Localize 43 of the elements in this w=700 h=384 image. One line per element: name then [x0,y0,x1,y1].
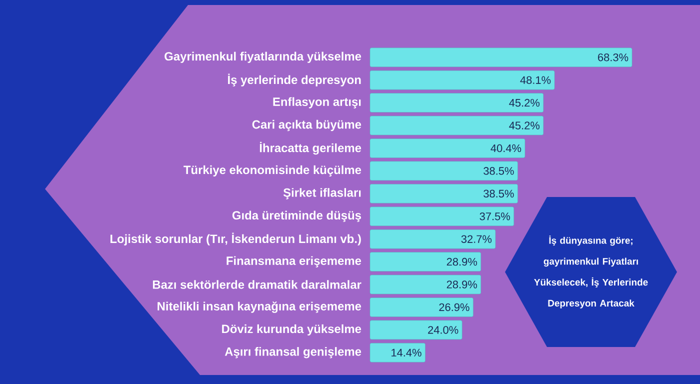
bar [370,138,526,158]
y-tick-label: Döviz kurunda yükselme [222,324,362,336]
data-label: 24.0% [428,326,458,334]
bar [370,70,555,90]
data-label: 14.4% [392,348,422,356]
y-tick-label: Şirket iflasları [283,188,361,200]
y-tick-label: İş yerlerinde depresyon [228,74,361,86]
y-tick-label: Gıda üretiminde düşüş [232,210,361,222]
data-label: 26.9% [439,303,470,312]
data-label: 32.7% [461,235,492,243]
data-label: 45.2% [509,98,540,107]
y-tick-label: Türkiye ekonomisinde küçülme [184,165,362,177]
data-label: 28.9% [446,280,477,288]
bar [370,252,482,272]
data-label: 68.3% [598,53,628,62]
bar [370,184,518,204]
bar [370,274,482,294]
y-tick-label: Lojistik sorunlar (Tır, İskenderun Limanı vb.) [110,232,361,246]
bar [370,320,462,340]
data-label: 48.1% [520,76,551,84]
y-tick-label: İhracatta gerileme [260,142,362,155]
bar [370,116,544,136]
y-tick-label: Finansmana erişememe [226,256,362,268]
data-label: 40.4% [490,144,522,152]
bar [370,206,514,226]
bar [370,161,518,181]
bar [370,93,544,112]
y-tick-label: Aşırı finansal genişleme [224,347,362,358]
data-label: 38.5% [484,167,514,175]
y-tick-label: Enflasyon artışı [273,97,361,108]
bar [370,298,474,317]
bar [370,229,496,249]
y-tick-label: Gayrimenkul fiyatlarında yükselme [164,52,362,63]
bar [370,343,426,362]
chart-title: İş dünyasına göre; gayrimenkul Fiyatları Yükselecek, İş Yerlerinde Depresyon Artacak [534,236,648,308]
bar [370,48,632,68]
data-label: 45.2% [509,122,540,130]
data-label: 37.5% [480,212,510,220]
data-label: 28.9% [446,258,477,266]
y-tick-label: Cari açıkta büyüme [252,120,362,132]
y-tick-label: Bazı sektörlerde dramatik daralmalar [152,280,362,289]
y-tick-label: Nitelikli insan kaynağına erişememe [158,302,362,313]
data-label: 38.5% [484,190,514,198]
